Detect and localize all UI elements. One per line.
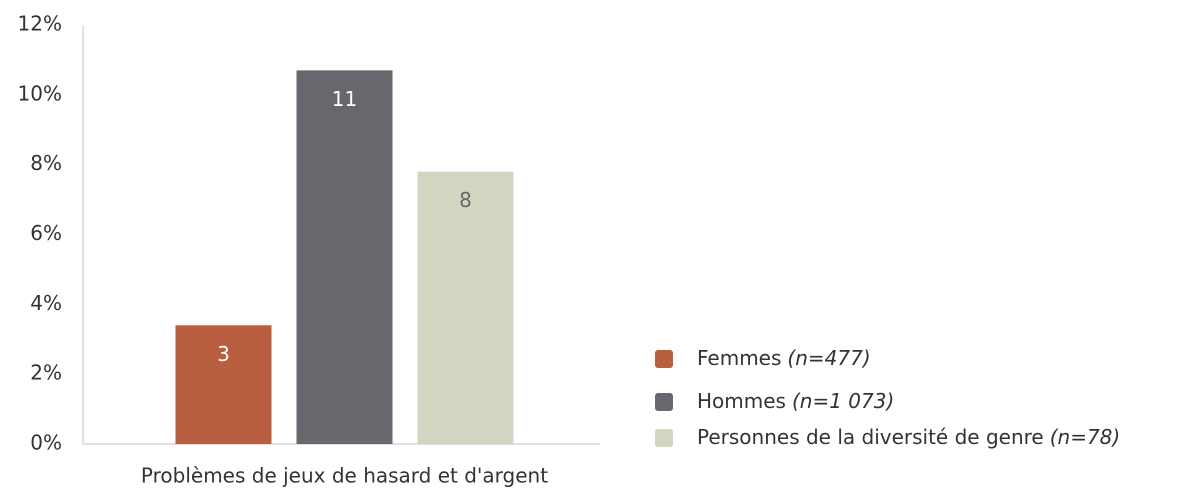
data-label: 8 bbox=[459, 188, 472, 212]
legend-sample: (n=78) bbox=[1050, 425, 1121, 449]
y-tick-label: 4% bbox=[30, 291, 62, 315]
legend-label: Femmes (n=477) bbox=[697, 346, 871, 370]
data-label: 3 bbox=[217, 342, 230, 366]
legend-name: Femmes bbox=[697, 346, 781, 370]
y-tick-label: 8% bbox=[30, 151, 62, 175]
data-label: 11 bbox=[332, 87, 357, 111]
legend-swatch bbox=[655, 429, 673, 447]
legend-swatch bbox=[655, 393, 673, 411]
bar bbox=[175, 325, 272, 444]
legend-name: Hommes bbox=[697, 389, 786, 413]
legend-sample: (n=477) bbox=[787, 346, 870, 370]
y-tick-label: 0% bbox=[30, 431, 62, 455]
legend-name: Personnes de la diversité de genre bbox=[697, 425, 1044, 449]
legend-sample: (n=1 073) bbox=[792, 389, 894, 413]
y-tick-label: 6% bbox=[30, 221, 62, 245]
y-tick-label: 10% bbox=[18, 81, 62, 105]
bar bbox=[296, 70, 393, 445]
legend-label: Personnes de la diversité de genre (n=78) bbox=[697, 425, 1120, 449]
y-tick-label: 2% bbox=[30, 361, 62, 385]
legend-label: Hommes (n=1 073) bbox=[697, 389, 894, 413]
x-tick-label: Problèmes de jeux de hasard et d'argent bbox=[141, 464, 548, 488]
y-tick-label: 12% bbox=[18, 12, 62, 36]
bar bbox=[417, 171, 514, 444]
legend-swatch bbox=[655, 350, 673, 368]
